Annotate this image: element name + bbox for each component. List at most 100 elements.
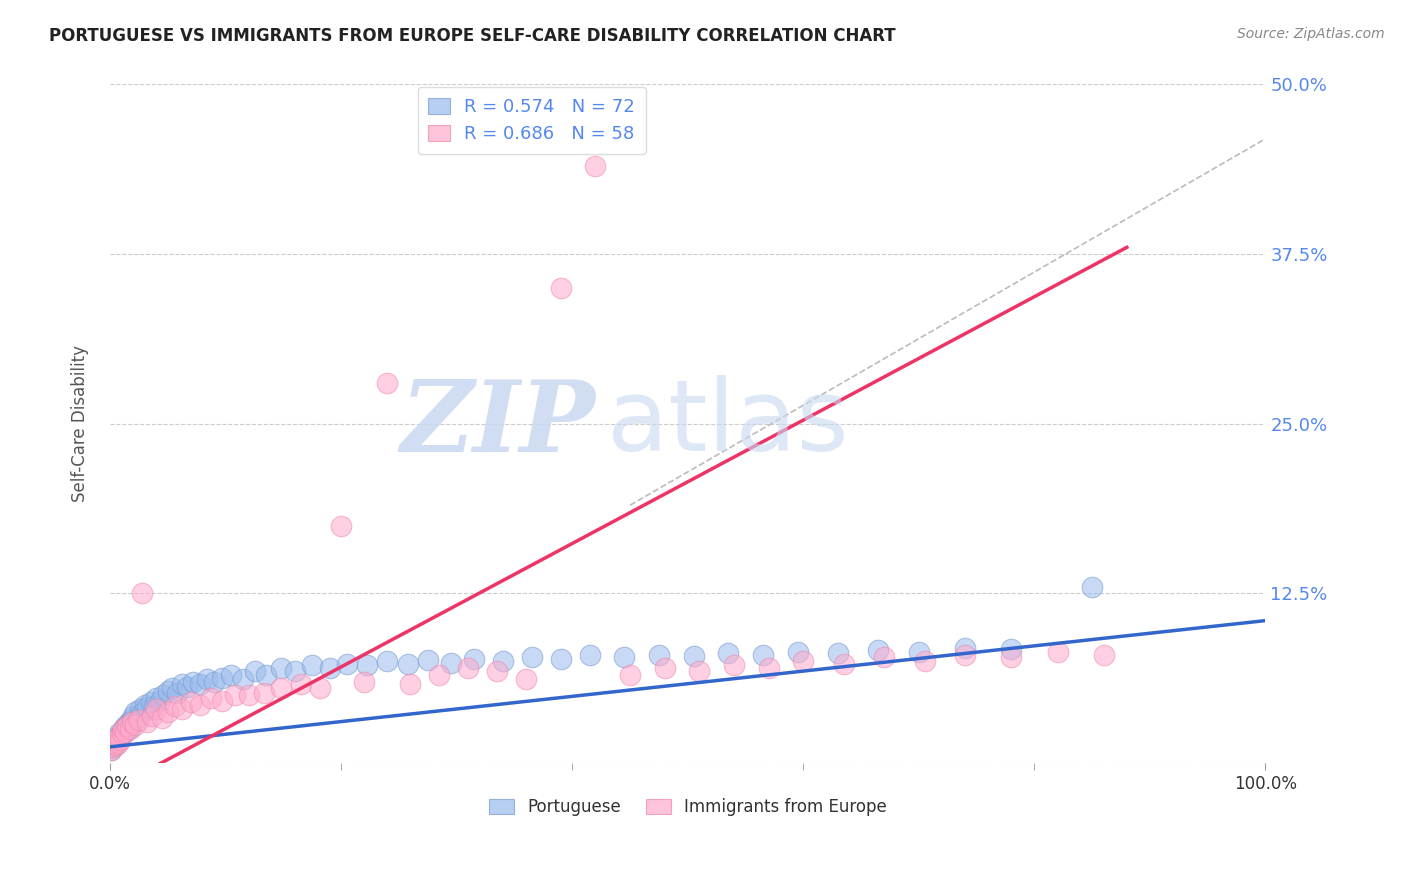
Point [758, 661, 780, 675]
Point [908, 645, 931, 659]
Point [868, 643, 890, 657]
Point [107, 729, 129, 743]
Point [100, 742, 122, 756]
Point [110, 733, 132, 747]
Point [176, 680, 198, 694]
Point [108, 729, 131, 743]
Point [396, 657, 419, 671]
Point [1000, 642, 1022, 657]
Point [253, 685, 276, 699]
Point [309, 681, 332, 696]
Point [356, 658, 378, 673]
Point [150, 711, 173, 725]
Point [166, 685, 188, 699]
Point [162, 681, 184, 696]
Point [440, 656, 463, 670]
Point [654, 661, 676, 675]
Point [416, 653, 439, 667]
Point [290, 677, 312, 691]
Point [202, 674, 225, 689]
Point [330, 518, 353, 533]
Point [270, 681, 292, 696]
Point [515, 672, 537, 686]
Point [752, 648, 775, 662]
Point [723, 658, 745, 673]
Point [114, 725, 136, 739]
Point [117, 719, 139, 733]
Point [827, 646, 849, 660]
Text: Source: ZipAtlas.com: Source: ZipAtlas.com [1237, 27, 1385, 41]
Point [613, 650, 636, 665]
Point [520, 650, 543, 665]
Point [121, 715, 143, 730]
Point [181, 674, 204, 689]
Text: atlas: atlas [607, 376, 849, 472]
Point [188, 677, 211, 691]
Point [152, 688, 174, 702]
Point [128, 713, 150, 727]
Point [170, 702, 193, 716]
Point [103, 737, 125, 751]
Point [127, 711, 149, 725]
Point [232, 672, 254, 686]
Point [619, 668, 641, 682]
Point [170, 677, 193, 691]
Point [118, 721, 141, 735]
Point [1000, 650, 1022, 665]
Point [1081, 580, 1104, 594]
Point [318, 661, 340, 675]
Point [131, 586, 153, 600]
Point [457, 661, 479, 675]
Text: PORTUGUESE VS IMMIGRANTS FROM EUROPE SELF-CARE DISABILITY CORRELATION CHART: PORTUGUESE VS IMMIGRANTS FROM EUROPE SEL… [49, 27, 896, 45]
Point [254, 668, 277, 682]
Point [1092, 648, 1115, 662]
Point [149, 694, 172, 708]
Point [224, 688, 246, 702]
Point [105, 734, 128, 748]
Point [583, 159, 606, 173]
Point [550, 651, 572, 665]
Point [377, 376, 399, 390]
Point [336, 657, 359, 671]
Point [195, 672, 218, 686]
Point [124, 705, 146, 719]
Point [129, 702, 152, 716]
Point [492, 654, 515, 668]
Point [139, 695, 162, 709]
Point [270, 661, 292, 675]
Point [118, 722, 141, 736]
Point [145, 702, 167, 716]
Point [103, 736, 125, 750]
Y-axis label: Self-Care Disability: Self-Care Disability [72, 345, 89, 502]
Point [243, 664, 266, 678]
Point [578, 648, 600, 662]
Point [427, 668, 450, 682]
Point [792, 654, 814, 668]
Point [115, 723, 138, 738]
Point [112, 725, 135, 739]
Point [134, 698, 156, 712]
Point [284, 664, 307, 678]
Point [117, 715, 139, 730]
Point [163, 699, 186, 714]
Point [688, 664, 710, 678]
Text: ZIP: ZIP [401, 376, 595, 472]
Point [100, 742, 122, 756]
Legend: Portuguese, Immigrants from Europe: Portuguese, Immigrants from Europe [482, 791, 894, 822]
Point [101, 739, 124, 754]
Point [120, 713, 142, 727]
Point [1046, 645, 1069, 659]
Point [550, 281, 572, 295]
Point [131, 706, 153, 720]
Point [648, 648, 671, 662]
Point [953, 640, 976, 655]
Point [105, 731, 128, 746]
Point [122, 708, 145, 723]
Point [377, 654, 399, 668]
Point [114, 719, 136, 733]
Point [111, 722, 134, 736]
Point [953, 648, 976, 662]
Point [104, 739, 127, 753]
Point [914, 654, 936, 668]
Point [141, 708, 163, 723]
